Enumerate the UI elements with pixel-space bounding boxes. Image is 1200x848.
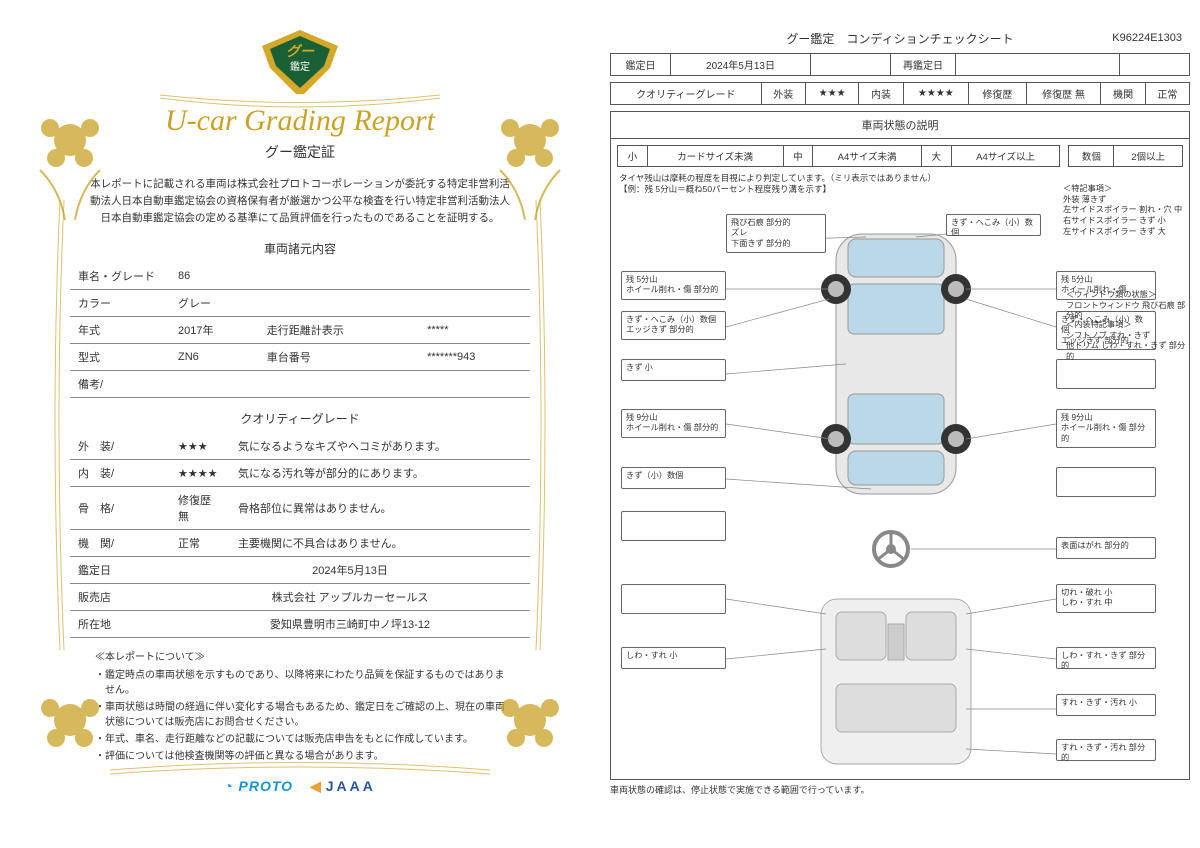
damage-box: 残 9分山 ホイール削れ・傷 部分的 — [1056, 409, 1156, 448]
spec-year-label: 年式 — [70, 317, 170, 344]
g-bone-txt: 骨格部位に異常はありません。 — [230, 487, 530, 530]
spec-odo: ***** — [419, 317, 530, 344]
note-item: ・鑑定時点の車両状態を示すものであり、以降将来にわたり品質を保証するものではあり… — [95, 668, 505, 698]
q-lbl: クオリティーグレード — [611, 83, 762, 105]
g-eng-lbl: 機 関/ — [70, 530, 170, 557]
g-ext-txt: 気になるようなキズやヘコミがあります。 — [230, 433, 530, 460]
spec-name: 86 — [170, 263, 530, 290]
damage-box — [621, 584, 726, 614]
condition-heading: 車両状態の説明 — [611, 112, 1189, 139]
svg-text:鑑定: 鑑定 — [290, 60, 310, 73]
date-table: 鑑定日 2024年5月13日 再鑑定日 — [610, 53, 1190, 76]
spec-heading: 車両諸元内容 — [40, 240, 560, 257]
q-ext: ★★★ — [805, 83, 858, 105]
g-eng-val: 正常 — [170, 530, 230, 557]
size-legend: 小カードサイズ未満 中A4サイズ未満 大A4サイズ以上 数個2個以上 — [617, 145, 1183, 167]
damage-box: 残 9分山 ホイール削れ・傷 部分的 — [621, 409, 726, 438]
damage-box: きず・へこみ（小）数個 — [946, 214, 1041, 236]
note-item: ・評価については他検査機関等の評価と異なる場合があります。 — [95, 749, 505, 764]
spec-color: グレー — [170, 290, 530, 317]
g-dealer: 株式会社 アップルカーセールス — [170, 584, 530, 611]
damage-box: すれ・きず・汚れ 部分的 — [1056, 739, 1156, 761]
diagram-area: 飛び石痕 部分的 ズレ 下面きず 部分的 残 5分山 ホイール削れ・傷 部分的 … — [611, 199, 1189, 779]
svg-text:グー: グー — [286, 43, 315, 60]
g-date: 2024年5月13日 — [170, 557, 530, 584]
damage-box — [1056, 467, 1156, 497]
logos: ◔ PROTO JAAA — [40, 778, 560, 795]
title-japanese: グー鑑定証 — [40, 142, 560, 162]
spec-type-label: 型式 — [70, 344, 170, 371]
damage-box: すれ・きず・汚れ 小 — [1056, 694, 1156, 716]
condition-sheet-panel: グー鑑定 コンディションチェックシート K96224E1303 鑑定日 2024… — [600, 0, 1200, 848]
title-english: U-car Grading Report — [40, 104, 560, 138]
note-item: ・車両状態は時間の経過に伴い変化する場合もあるため、鑑定日をご確認の上、現在の車… — [95, 700, 505, 730]
g-bone-lbl: 骨 格/ — [70, 487, 170, 530]
damage-box: きず 小 — [621, 359, 726, 381]
g-int-star: ★★★★ — [170, 460, 230, 487]
quality-table: クオリティーグレード 外装 ★★★ 内装 ★★★★ 修復歴 修復歴 無 機関 正… — [610, 82, 1190, 105]
q-eng: 正常 — [1145, 83, 1189, 105]
logo-jaaa: JAAA — [310, 778, 376, 794]
q-rep-lbl: 修復歴 — [969, 83, 1027, 105]
damage-box — [1056, 359, 1156, 389]
g-int-lbl: 内 装/ — [70, 460, 170, 487]
logo-proto: ◔ PROTO — [224, 778, 293, 794]
spec-vin-label: 車台番号 — [259, 344, 419, 371]
damage-box: しわ・すれ 小 — [621, 647, 726, 669]
g-ext-lbl: 外 装/ — [70, 433, 170, 460]
spec-type: ZN6 — [170, 344, 259, 371]
spec-year: 2017年 — [170, 317, 259, 344]
g-addr: 愛知県豊明市三崎町中ノ坪13-12 — [170, 611, 530, 638]
date-lbl: 鑑定日 — [611, 54, 671, 76]
damage-box: 飛び石痕 部分的 ズレ 下面きず 部分的 — [726, 214, 826, 253]
note-item: ・年式、車名、走行距離などの記載については販売店申告をもとに作成しています。 — [95, 732, 505, 747]
spec-name-label: 車名・グレード — [70, 263, 170, 290]
damage-box: しわ・すれ・きず 部分的 — [1056, 647, 1156, 669]
intro-text: 本レポートに記載される車両は株式会社プロトコーポレーションが委託する特定非営利活… — [90, 176, 510, 226]
notes-block: ≪本レポートについて≫ ・鑑定時点の車両状態を示すものであり、以降将来にわたり品… — [95, 650, 505, 764]
g-ext-star: ★★★ — [170, 433, 230, 460]
g-addr-lbl: 所在地 — [70, 611, 170, 638]
q-eng-lbl: 機関 — [1101, 83, 1145, 105]
g-dealer-lbl: 販売店 — [70, 584, 170, 611]
footer-note: 車両状態の確認は、停止状態で実施できる範囲で行っています。 — [610, 783, 1190, 796]
spec-color-label: カラー — [70, 290, 170, 317]
special-note-interior: ＜内装特記事項＞ シフトノブ すれ・きず 他トリム しわ・すれ・きず 部分的 — [1066, 320, 1186, 363]
g-bone-val: 修復歴 無 — [170, 487, 230, 530]
grade-table: 外 装/★★★気になるようなキズやヘコミがあります。 内 装/★★★★気になる汚… — [70, 433, 530, 638]
goo-badge: グー 鑑定 — [262, 30, 338, 94]
car-interior-diagram — [806, 594, 986, 769]
car-top-diagram — [806, 219, 986, 509]
spec-table: 車名・グレード86 カラーグレー 年式2017年走行距離計表示***** 型式Z… — [70, 263, 530, 398]
special-note-window: ＜ウィンドウ類の状態＞ フロントウィンドウ 飛び石痕 部分的 — [1066, 290, 1186, 322]
q-ext-lbl: 外装 — [761, 83, 805, 105]
sheet-code: K96224E1303 — [1112, 32, 1182, 44]
damage-box: 切れ・破れ 小 しわ・すれ 中 — [1056, 584, 1156, 613]
grade-heading: クオリティーグレード — [40, 410, 560, 427]
spec-vin: *******943 — [419, 344, 530, 371]
q-int-lbl: 内装 — [859, 83, 903, 105]
damage-box — [621, 511, 726, 541]
notes-heading: ≪本レポートについて≫ — [95, 650, 505, 665]
condition-box: 車両状態の説明 小カードサイズ未満 中A4サイズ未満 大A4サイズ以上 数個2個… — [610, 111, 1190, 780]
redate-lbl: 再鑑定日 — [891, 54, 956, 76]
spec-odo-label: 走行距離計表示 — [259, 317, 419, 344]
sheet-title: グー鑑定 コンディションチェックシート — [610, 30, 1190, 47]
date-val: 2024年5月13日 — [671, 54, 811, 76]
damage-box: 残 5分山 ホイール削れ・傷 部分的 — [621, 271, 726, 300]
g-eng-txt: 主要機関に不具合はありません。 — [230, 530, 530, 557]
damage-box: きず（小）数個 — [621, 467, 726, 489]
damage-box: きず・へこみ（小）数個 エッジきず 部分的 — [621, 311, 726, 340]
spec-remark-label: 備考/ — [70, 371, 530, 398]
q-rep: 修復歴 無 — [1026, 83, 1101, 105]
g-int-txt: 気になる汚れ等が部分的にあります。 — [230, 460, 530, 487]
special-note: ＜特記事項＞ 外装 薄きず 左サイドスポイラー 割れ・穴 中 右サイドスポイラー… — [1063, 184, 1188, 237]
damage-box: 表面はがれ 部分的 — [1056, 537, 1156, 559]
certificate-panel: グー 鑑定 U-car Grading Report グー鑑定証 本レポートに記… — [0, 0, 600, 848]
g-date-lbl: 鑑定日 — [70, 557, 170, 584]
q-int: ★★★★ — [903, 83, 968, 105]
steering-icon — [871, 529, 911, 569]
